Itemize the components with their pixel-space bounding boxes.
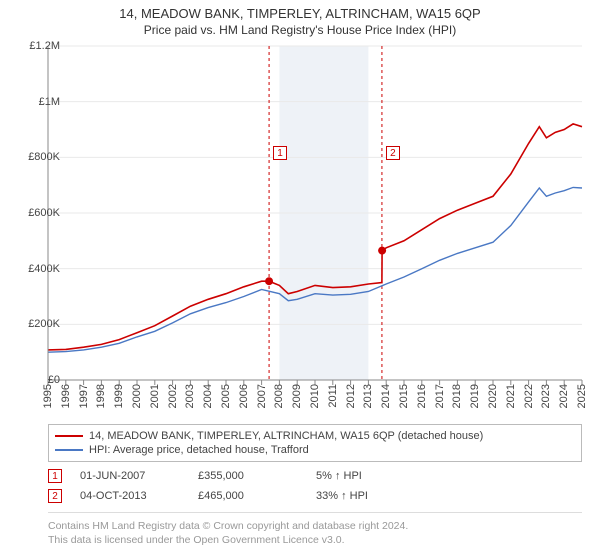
legend-swatch [55, 449, 83, 451]
x-tick-label: 2006 [238, 384, 250, 408]
x-tick-label: 2021 [505, 384, 517, 408]
x-tick-label: 1998 [95, 384, 107, 408]
legend-label: HPI: Average price, detached house, Traf… [89, 444, 309, 456]
plot-area [48, 46, 582, 380]
legend-label: 14, MEADOW BANK, TIMPERLEY, ALTRINCHAM, … [89, 430, 483, 442]
y-tick-label: £200K [10, 318, 60, 330]
footer-line: Contains HM Land Registry data © Crown c… [48, 519, 582, 533]
y-tick-label: £1.2M [10, 40, 60, 52]
event-marker-box: 2 [386, 146, 400, 160]
event-price: £465,000 [198, 490, 298, 502]
y-tick-label: £800K [10, 151, 60, 163]
x-tick-label: 1995 [42, 384, 54, 408]
x-tick-label: 1997 [78, 384, 90, 408]
x-tick-label: 2013 [362, 384, 374, 408]
x-tick-label: 2020 [487, 384, 499, 408]
event-date: 04-OCT-2013 [80, 490, 180, 502]
x-tick-label: 2016 [416, 384, 428, 408]
x-tick-label: 2025 [576, 384, 588, 408]
x-tick-label: 2015 [398, 384, 410, 408]
legend-item: 14, MEADOW BANK, TIMPERLEY, ALTRINCHAM, … [55, 429, 575, 443]
x-tick-label: 2004 [202, 384, 214, 408]
event-delta: 33% ↑ HPI [316, 490, 416, 502]
footer-attribution: Contains HM Land Registry data © Crown c… [48, 512, 582, 547]
legend-swatch [55, 435, 83, 437]
y-tick-label: £600K [10, 207, 60, 219]
x-tick-label: 2010 [309, 384, 321, 408]
plot-svg [48, 46, 582, 380]
x-tick-label: 2017 [434, 384, 446, 408]
event-delta: 5% ↑ HPI [316, 470, 416, 482]
event-date: 01-JUN-2007 [80, 470, 180, 482]
x-tick-label: 2018 [451, 384, 463, 408]
event-table: 1 01-JUN-2007 £355,000 5% ↑ HPI 2 04-OCT-2013… [48, 466, 582, 506]
x-tick-label: 2000 [131, 384, 143, 408]
legend-item: HPI: Average price, detached house, Traf… [55, 443, 575, 457]
x-tick-label: 1999 [113, 384, 125, 408]
footer-line: This data is licensed under the Open Gov… [48, 533, 582, 547]
x-tick-label: 2009 [291, 384, 303, 408]
x-tick-label: 2012 [345, 384, 357, 408]
x-tick-label: 2019 [469, 384, 481, 408]
x-tick-label: 2011 [327, 384, 339, 408]
y-tick-label: £1M [10, 96, 60, 108]
legend: 14, MEADOW BANK, TIMPERLEY, ALTRINCHAM, … [48, 424, 582, 462]
x-tick-label: 2022 [523, 384, 535, 408]
x-tick-label: 2008 [273, 384, 285, 408]
chart-title: 14, MEADOW BANK, TIMPERLEY, ALTRINCHAM, … [0, 0, 600, 23]
x-tick-label: 2002 [167, 384, 179, 408]
y-tick-label: £400K [10, 263, 60, 275]
chart-subtitle: Price paid vs. HM Land Registry's House … [0, 23, 600, 41]
event-row: 2 04-OCT-2013 £465,000 33% ↑ HPI [48, 486, 582, 506]
x-tick-label: 2024 [558, 384, 570, 408]
x-tick-label: 2003 [184, 384, 196, 408]
x-tick-label: 2014 [380, 384, 392, 408]
x-tick-label: 1996 [60, 384, 72, 408]
event-row: 1 01-JUN-2007 £355,000 5% ↑ HPI [48, 466, 582, 486]
x-tick-label: 2005 [220, 384, 232, 408]
event-number-box: 1 [48, 469, 62, 483]
x-tick-label: 2001 [149, 384, 161, 408]
x-tick-label: 2023 [540, 384, 552, 408]
event-marker-box: 1 [273, 146, 287, 160]
x-tick-label: 2007 [256, 384, 268, 408]
chart-container: 14, MEADOW BANK, TIMPERLEY, ALTRINCHAM, … [0, 0, 600, 560]
event-price: £355,000 [198, 470, 298, 482]
event-number-box: 2 [48, 489, 62, 503]
